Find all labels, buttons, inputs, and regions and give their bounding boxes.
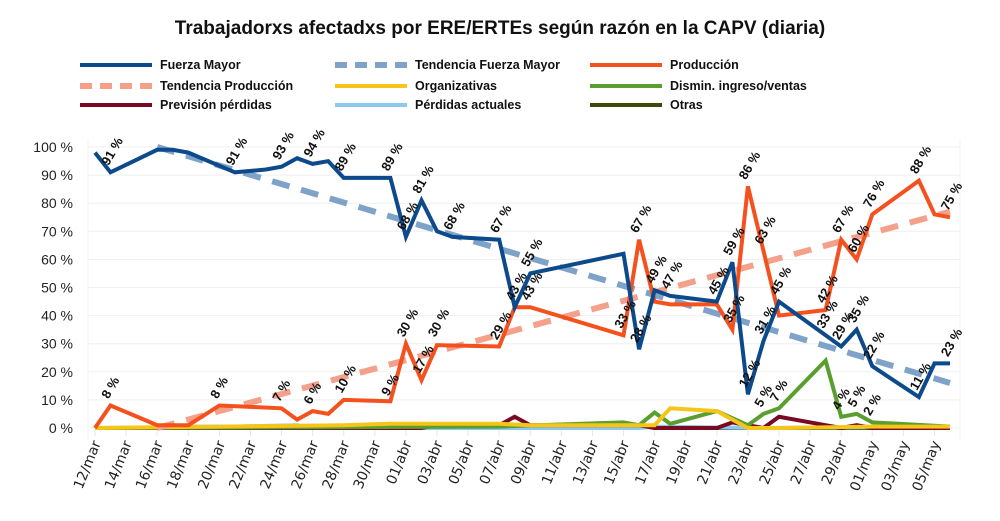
data-label: 89 % xyxy=(331,140,359,174)
data-label: 93 % xyxy=(269,129,297,163)
data-label: 30 % xyxy=(394,306,422,340)
y-tick-label: 80 % xyxy=(41,195,73,211)
data-label: 67 % xyxy=(487,202,515,236)
y-tick-label: 0 % xyxy=(49,420,73,436)
legend-item: Dismin. ingreso/ventas xyxy=(590,79,807,93)
data-label: 89 % xyxy=(378,140,406,174)
legend-item: Tendencia Producción xyxy=(80,79,293,93)
data-label: 86 % xyxy=(736,148,764,182)
x-tick-label: 30/mar xyxy=(351,438,385,491)
legend-item: Tendencia Fuerza Mayor xyxy=(335,58,560,72)
x-tick-label: 24/mar xyxy=(257,438,291,491)
data-label: 6 % xyxy=(300,379,324,406)
x-tick-label: 01/abr xyxy=(384,438,416,487)
x-tick-label: 22/mar xyxy=(226,438,260,491)
y-tick-label: 60 % xyxy=(41,251,73,267)
legend-label: Dismin. ingreso/ventas xyxy=(670,79,807,93)
legend-swatch xyxy=(335,103,407,107)
x-tick-label: 20/mar xyxy=(195,438,229,491)
y-tick-label: 20 % xyxy=(41,364,73,380)
data-label: 8 % xyxy=(98,374,122,401)
x-tick-label: 01/may xyxy=(847,439,882,494)
data-label: 81 % xyxy=(409,162,437,196)
legend-item: Organizativas xyxy=(335,79,497,93)
legend-label: Producción xyxy=(670,58,739,72)
legend-label: Tendencia Fuerza Mayor xyxy=(415,58,560,72)
x-tick-label: 26/mar xyxy=(289,438,323,491)
x-tick-label: 23/abr xyxy=(726,438,758,487)
legend-item: Previsión pérdidas xyxy=(80,98,272,112)
data-label: 67 % xyxy=(829,202,857,236)
legend-swatch xyxy=(80,63,152,67)
data-label: 94 % xyxy=(300,126,328,160)
x-tick-label: 03/abr xyxy=(415,438,447,487)
data-label: 91 % xyxy=(98,134,126,168)
x-tick-label: 28/mar xyxy=(320,438,354,491)
legend-label: Organizativas xyxy=(415,79,497,93)
data-label: 23 % xyxy=(938,325,966,359)
x-tick-label: 03/may xyxy=(878,439,913,494)
data-label: 67 % xyxy=(627,202,655,236)
x-tick-label: 05/abr xyxy=(446,438,478,487)
x-tick-label: 18/mar xyxy=(164,438,198,491)
data-label: 91 % xyxy=(223,134,251,168)
series-line-fuerza-mayor xyxy=(93,147,950,401)
x-tick-label: 25/abr xyxy=(757,438,789,487)
legend-label: Otras xyxy=(670,98,703,112)
legend-swatch xyxy=(590,84,662,88)
y-tick-label: 50 % xyxy=(41,280,73,296)
y-tick-label: 90 % xyxy=(41,167,73,183)
x-tick-label: 15/abr xyxy=(601,438,633,487)
x-tick-label: 21/abr xyxy=(695,438,727,487)
legend-label: Fuerza Mayor xyxy=(160,58,241,72)
series-line-producci-n xyxy=(93,177,951,430)
y-tick-label: 10 % xyxy=(41,392,73,408)
legend-swatch xyxy=(80,103,152,107)
legend-item: Otras xyxy=(590,98,703,112)
x-tick-label: 09/abr xyxy=(508,438,540,487)
x-tick-label: 14/mar xyxy=(102,438,136,491)
legend-label: Pérdidas actuales xyxy=(415,98,522,112)
series-line-tendencia-producci-n xyxy=(156,208,951,431)
legend-swatch xyxy=(335,62,407,68)
series-line-tendencia-fuerza-mayor xyxy=(156,144,951,386)
legend-swatch xyxy=(590,103,662,107)
x-tick-label: 17/abr xyxy=(632,438,664,487)
y-tick-label: 70 % xyxy=(41,223,73,239)
legend-label: Previsión pérdidas xyxy=(160,98,272,112)
y-tick-label: 100 % xyxy=(33,139,73,155)
data-label: 8 % xyxy=(207,374,231,401)
data-label: 68 % xyxy=(440,199,468,233)
y-tick-label: 40 % xyxy=(41,308,73,324)
legend-swatch xyxy=(80,83,152,89)
x-tick-label: 13/abr xyxy=(570,438,602,487)
data-label: 30 % xyxy=(425,306,453,340)
series-line-organizativas xyxy=(94,406,950,430)
x-tick-label: 05/may xyxy=(909,439,944,494)
data-label: 75 % xyxy=(938,179,966,213)
y-tick-label: 30 % xyxy=(41,336,73,352)
x-tick-label: 29/abr xyxy=(819,438,851,487)
x-tick-label: 07/abr xyxy=(477,438,509,487)
data-label: 35 % xyxy=(844,292,872,326)
data-label: 42 % xyxy=(813,272,841,306)
chart-title: Trabajadorxs afectadxs por ERE/ERTEs seg… xyxy=(174,18,826,39)
legend-swatch xyxy=(335,84,407,88)
x-tick-label: 16/mar xyxy=(133,438,167,491)
legend-item: Producción xyxy=(590,58,739,72)
x-tick-label: 11/abr xyxy=(539,438,571,487)
x-tick-label: 19/abr xyxy=(663,438,695,487)
legend-item: Fuerza Mayor xyxy=(80,58,241,72)
data-label: 88 % xyxy=(907,143,935,177)
legend-swatch xyxy=(590,63,662,67)
legend-item: Pérdidas actuales xyxy=(335,98,521,112)
x-tick-label: 27/abr xyxy=(788,438,820,487)
x-tick-label: 12/mar xyxy=(71,438,105,491)
legend-label: Tendencia Producción xyxy=(160,79,294,93)
